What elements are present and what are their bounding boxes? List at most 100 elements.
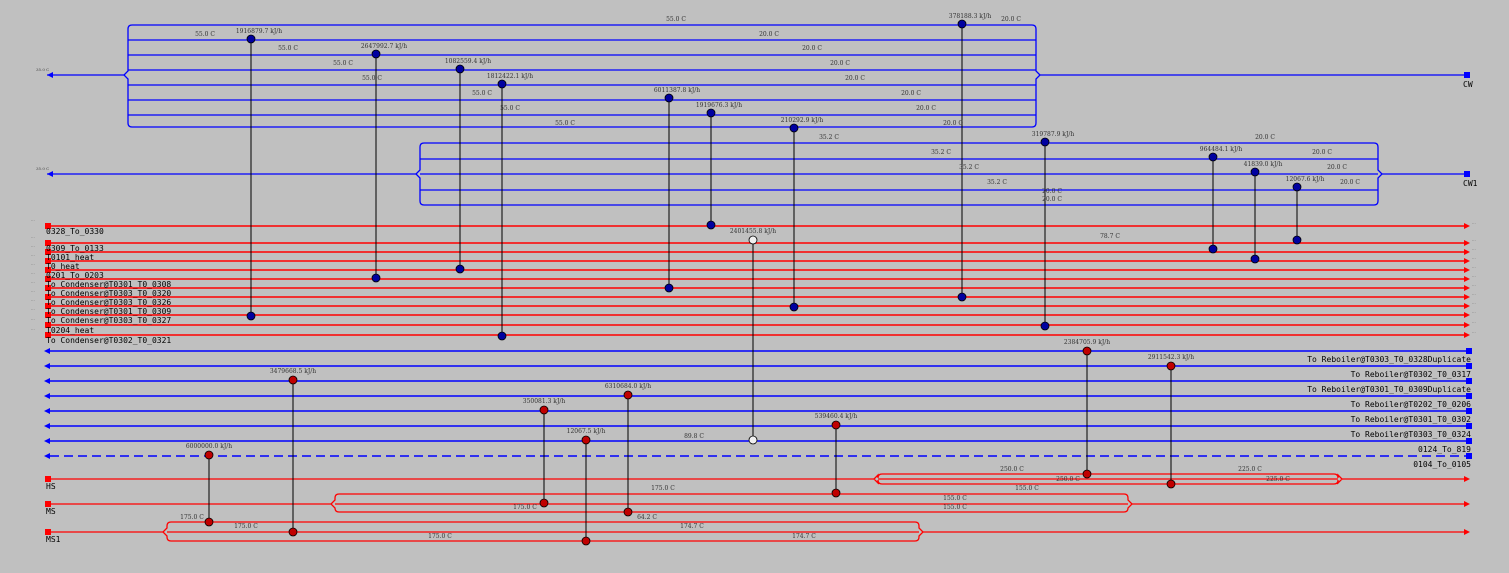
stream-temp-tiny: ··· xyxy=(1472,283,1476,288)
cooler-node[interactable] xyxy=(789,123,799,133)
stream-end-square[interactable] xyxy=(1466,438,1472,444)
stream-end-square[interactable] xyxy=(1466,453,1472,459)
stream-end-square[interactable] xyxy=(45,529,51,535)
duty-label: 3479668.5 kJ/h xyxy=(270,368,316,375)
stream-end-square[interactable] xyxy=(45,240,51,246)
cooler-node[interactable] xyxy=(246,311,256,321)
stream-temperature-label: 20.0 C xyxy=(943,120,963,127)
duty-label: 2384705.9 kJ/h xyxy=(1064,339,1110,346)
heater-node[interactable] xyxy=(831,488,841,498)
heater-node[interactable] xyxy=(204,450,214,460)
stream-end-square[interactable] xyxy=(45,258,51,264)
heater-node[interactable] xyxy=(288,375,298,385)
stream-temp-tiny: ··· xyxy=(31,218,35,223)
stream-temperature-label: 89.8 C xyxy=(684,433,704,440)
cooler-node[interactable] xyxy=(497,79,507,89)
stream-temperature-label: 175.0 C xyxy=(180,514,204,521)
heater-node[interactable] xyxy=(1166,361,1176,371)
cooler-node[interactable] xyxy=(789,302,799,312)
cooler-node[interactable] xyxy=(957,292,967,302)
cooler-node[interactable] xyxy=(957,19,967,29)
heater-node[interactable] xyxy=(581,435,591,445)
stream-end-square[interactable] xyxy=(45,332,51,338)
stream-end-square[interactable] xyxy=(45,322,51,328)
heater-node[interactable] xyxy=(1166,479,1176,489)
hot-stream-name: 0309_To_0133 xyxy=(46,244,104,253)
heater-node[interactable] xyxy=(1082,469,1092,479)
stream-temperature-label: 20.0 C xyxy=(830,60,850,67)
hot-stream-name: 0328_To_0330 xyxy=(46,227,104,236)
stream-temp-tiny: ··· xyxy=(1472,330,1476,335)
heater-node[interactable] xyxy=(1082,346,1092,356)
arrow-left-icon xyxy=(44,378,50,384)
exchanger-node[interactable] xyxy=(748,435,758,445)
arrow-right-icon xyxy=(1464,240,1470,246)
cooler-node[interactable] xyxy=(246,34,256,44)
stream-end-square[interactable] xyxy=(45,501,51,507)
stream-end-square[interactable] xyxy=(1466,378,1472,384)
stream-end-square[interactable] xyxy=(1466,363,1472,369)
stream-end-square[interactable] xyxy=(45,267,51,273)
stream-temp-tiny: ··· xyxy=(31,327,35,332)
stream-temperature-label: 250.0 C xyxy=(1000,466,1024,473)
cooler-node[interactable] xyxy=(1292,235,1302,245)
cooler-node[interactable] xyxy=(1208,152,1218,162)
cooler-node[interactable] xyxy=(1292,182,1302,192)
stream-end-square[interactable] xyxy=(45,276,51,282)
stream-end-square[interactable] xyxy=(1466,348,1472,354)
stream-temperature-label: 55.0 C xyxy=(278,45,298,52)
cooler-node[interactable] xyxy=(371,273,381,283)
stream-end-square[interactable] xyxy=(1466,393,1472,399)
arrow-left-icon xyxy=(47,72,53,78)
heater-node[interactable] xyxy=(539,405,549,415)
stream-end-square[interactable] xyxy=(45,249,51,255)
stream-temperature-label: 20.0 C xyxy=(1255,134,1275,141)
cooler-node[interactable] xyxy=(706,220,716,230)
stream-temperature-label: 35.2 C xyxy=(931,149,951,156)
stream-end-square[interactable] xyxy=(45,476,51,482)
stream-end-square[interactable] xyxy=(45,285,51,291)
cooler-node[interactable] xyxy=(455,64,465,74)
arrow-right-icon xyxy=(1464,223,1470,229)
stream-end-square[interactable] xyxy=(1464,171,1470,177)
cooler-node[interactable] xyxy=(1040,137,1050,147)
cooler-node[interactable] xyxy=(664,93,674,103)
heater-node[interactable] xyxy=(204,517,214,527)
cooler-node[interactable] xyxy=(1040,321,1050,331)
stream-end-square[interactable] xyxy=(45,294,51,300)
duty-label: 964484.1 kJ/h xyxy=(1200,146,1243,153)
stream-end-square[interactable] xyxy=(1464,72,1470,78)
cold-stream-name: To Reboiler@T0301_T0_0309Duplicate xyxy=(1307,385,1471,394)
heater-node[interactable] xyxy=(831,420,841,430)
cooler-node[interactable] xyxy=(664,283,674,293)
cooler-node[interactable] xyxy=(371,49,381,59)
cooler-node[interactable] xyxy=(1208,244,1218,254)
stream-end-square[interactable] xyxy=(45,303,51,309)
heater-node[interactable] xyxy=(623,507,633,517)
stream-end-square[interactable] xyxy=(1466,423,1472,429)
heater-node[interactable] xyxy=(581,536,591,546)
stream-temp-tiny: ··· xyxy=(31,235,35,240)
stream-temp-tiny: 35.0 C xyxy=(36,166,49,171)
cooler-node[interactable] xyxy=(455,264,465,274)
cooler-node[interactable] xyxy=(497,331,507,341)
stream-temp-tiny: ··· xyxy=(31,317,35,322)
cooler-node[interactable] xyxy=(706,108,716,118)
exchanger-node[interactable] xyxy=(748,235,758,245)
cooler-node[interactable] xyxy=(1250,167,1260,177)
stream-temperature-label: 225.0 C xyxy=(1238,466,1262,473)
cooler-node[interactable] xyxy=(1250,254,1260,264)
heater-node[interactable] xyxy=(288,527,298,537)
stream-temperature-label: 55.0 C xyxy=(472,90,492,97)
stream-temp-tiny: ··· xyxy=(1472,310,1476,315)
stream-temp-tiny: ··· xyxy=(31,307,35,312)
duty-label: 350081.3 kJ/h xyxy=(523,398,566,405)
stream-temperature-label: 55.0 C xyxy=(333,60,353,67)
stream-end-square[interactable] xyxy=(45,312,51,318)
stream-end-square[interactable] xyxy=(1466,408,1472,414)
stream-temp-tiny: ··· xyxy=(31,289,35,294)
heater-node[interactable] xyxy=(539,498,549,508)
heater-node[interactable] xyxy=(623,390,633,400)
arrow-right-icon xyxy=(1464,476,1470,482)
stream-end-square[interactable] xyxy=(45,223,51,229)
